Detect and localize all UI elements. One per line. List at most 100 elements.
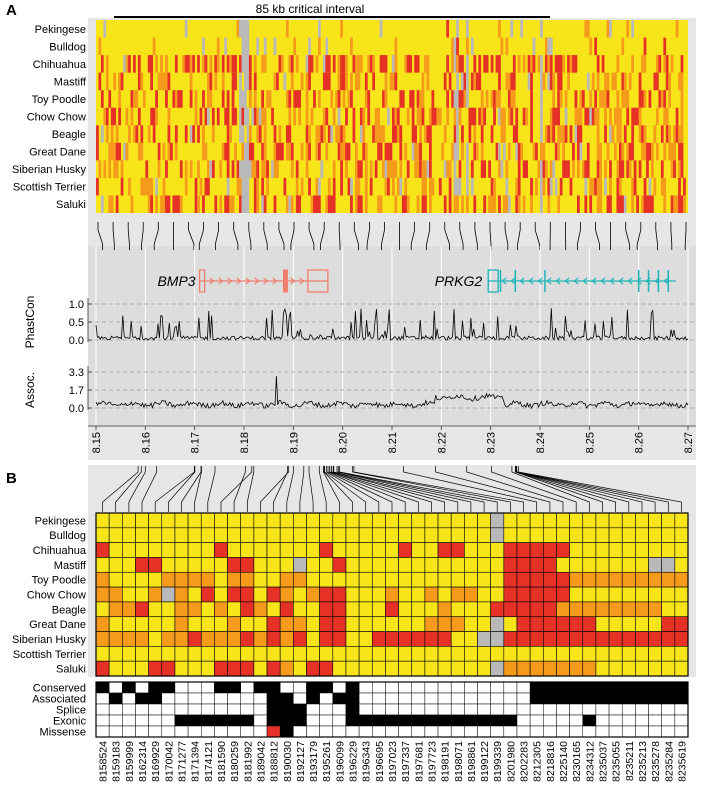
heatmap-cell — [648, 177, 652, 196]
annotation-cell — [240, 681, 255, 694]
heatmap-cell — [579, 90, 583, 108]
heatmap-cell — [503, 125, 506, 143]
heatmap-cell — [130, 90, 134, 108]
heatmap-cell — [115, 195, 119, 213]
heatmap-cell — [453, 37, 457, 56]
heatmap-cell — [648, 571, 662, 588]
heatmap-cell — [355, 55, 358, 73]
column-label: 8190030 — [282, 741, 294, 782]
heatmap-cell — [244, 142, 247, 161]
heatmap-cell — [229, 195, 232, 213]
heatmap-cell — [458, 55, 462, 73]
heatmap-cell — [477, 527, 491, 543]
heatmap-cell — [305, 72, 309, 91]
heatmap-cell — [542, 142, 546, 161]
annotation-cell — [477, 725, 491, 738]
heatmap-cell — [384, 142, 388, 161]
annotation-cell — [95, 703, 110, 716]
heatmap-cell — [549, 55, 553, 73]
heatmap-cell — [197, 55, 200, 73]
heatmap-cell — [113, 142, 117, 161]
annotation-cell — [424, 681, 439, 694]
heatmap-cell — [581, 90, 585, 108]
connector-line — [128, 466, 146, 512]
heatmap-cell — [98, 37, 102, 56]
heatmap-cell — [557, 195, 561, 213]
connector-line — [324, 466, 367, 512]
connector-line — [333, 466, 445, 512]
heatmap-cell — [544, 125, 548, 143]
heatmap-cell — [661, 660, 676, 677]
heatmap-cell — [140, 142, 144, 161]
heatmap-cell — [582, 601, 597, 618]
heatmap-cell — [285, 90, 289, 108]
x-tick-label: 8.21 — [387, 432, 399, 453]
heatmap-cell — [306, 601, 320, 618]
heatmap-cell — [453, 177, 457, 196]
annotation-cell — [214, 714, 228, 727]
heatmap-cell — [404, 177, 408, 196]
heatmap-cell — [113, 107, 117, 126]
x-tick-label: 8.17 — [190, 432, 202, 453]
heatmap-cell — [606, 142, 610, 161]
heatmap-cell — [379, 125, 383, 143]
heatmap-cell — [582, 512, 597, 529]
column-label: 8234312 — [584, 741, 596, 782]
heatmap-cell — [200, 557, 215, 573]
heatmap-cell — [589, 177, 593, 196]
heatmap-cell — [350, 37, 353, 56]
annotation-cell — [306, 692, 320, 705]
heatmap-cell — [161, 601, 176, 618]
heatmap-cell — [258, 107, 262, 126]
heatmap-cell — [636, 195, 639, 213]
heatmap-cell — [579, 125, 583, 143]
heatmap-cell — [293, 616, 307, 632]
heatmap-cell — [549, 177, 553, 196]
annotation-cell — [187, 681, 202, 694]
heatmap-cell — [318, 37, 321, 56]
annotation-cell — [187, 703, 202, 716]
heatmap-cell — [231, 90, 235, 108]
heatmap-cell — [532, 37, 536, 56]
column-label: 8225140 — [558, 741, 570, 782]
heatmap-cell — [148, 646, 163, 662]
heatmap-cell — [135, 542, 149, 558]
heatmap-border — [95, 512, 689, 677]
heatmap-cell — [320, 160, 324, 178]
heatmap-cell — [663, 37, 667, 56]
panel-a-x-axis: 8.15 8.16 8.17 8.18 8.19 8.20 8.21 8.22 8.23 8.24… — [88, 425, 696, 453]
heatmap-cell — [633, 160, 637, 178]
column-label: 8235284 — [663, 741, 675, 782]
heatmap-cell — [261, 195, 265, 213]
heatmap-cell — [122, 512, 136, 529]
heatmap-cell — [529, 557, 544, 573]
heatmap-cell — [446, 107, 450, 126]
heatmap-cell — [530, 125, 533, 143]
annotation-cell — [293, 714, 307, 727]
y-tick-label: 0.5 — [69, 317, 84, 329]
heatmap-cell — [150, 55, 154, 73]
heatmap-cell — [498, 160, 501, 178]
heatmap-cell — [466, 160, 469, 178]
heatmap-cell — [419, 90, 422, 108]
heatmap-cell — [648, 586, 662, 603]
annotation-cell — [556, 681, 570, 694]
heatmap-cell — [355, 142, 358, 161]
column-label: 8171394 — [190, 741, 202, 782]
heatmap-cell — [290, 55, 294, 73]
heatmap-cell — [313, 90, 316, 108]
heatmap-cell — [490, 631, 505, 647]
heatmap-cell — [599, 90, 602, 108]
heatmap-cell — [516, 512, 531, 529]
heatmap-cell — [290, 72, 294, 91]
heatmap-cell — [542, 557, 557, 573]
heatmap-cell — [327, 195, 331, 213]
heatmap-cell — [358, 527, 373, 543]
heatmap-cell — [145, 177, 149, 196]
strand-arrow — [227, 277, 233, 285]
heatmap-cell — [473, 125, 477, 143]
heatmap-cell — [325, 55, 329, 73]
heatmap-cell — [100, 195, 104, 213]
heatmap-cell — [490, 571, 505, 588]
heatmap-cell — [596, 177, 600, 196]
